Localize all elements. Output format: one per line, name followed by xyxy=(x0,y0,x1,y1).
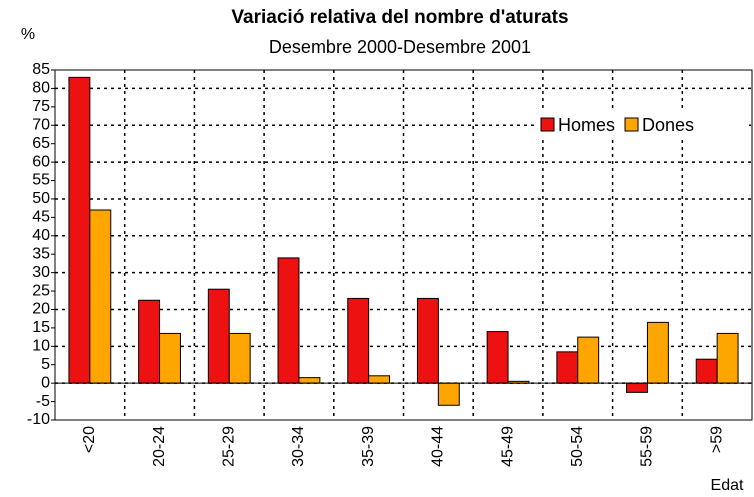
y-tick-label: 0 xyxy=(41,374,50,391)
y-tick-label: -10 xyxy=(27,411,50,428)
y-tick-label: 85 xyxy=(32,61,50,78)
y-tick-label: 50 xyxy=(32,190,50,207)
bar xyxy=(298,377,321,384)
y-tick-label: 35 xyxy=(32,245,50,262)
x-axis-label: Edat xyxy=(711,477,744,494)
bar xyxy=(695,358,718,384)
x-tick-label: 40-44 xyxy=(430,426,447,467)
x-tick-label: 35-39 xyxy=(360,426,377,467)
bar xyxy=(138,299,161,384)
chart-title: Variació relativa del nombre d'aturats xyxy=(231,7,568,28)
y-tick-label: 70 xyxy=(32,116,50,133)
x-tick-label: 50-54 xyxy=(569,426,586,467)
bar xyxy=(416,297,439,384)
y-tick-label: 5 xyxy=(41,356,50,373)
x-tick-label: 20-24 xyxy=(151,426,168,467)
chart-subtitle: Desembre 2000-Desembre 2001 xyxy=(269,37,531,57)
x-tick-label: <20 xyxy=(81,426,98,453)
x-tick-label: 45-49 xyxy=(499,426,516,467)
y-tick-label: 65 xyxy=(32,135,50,152)
bar xyxy=(556,351,579,384)
y-tick-label: 10 xyxy=(32,338,50,355)
bar xyxy=(228,332,251,384)
y-axis-label: % xyxy=(21,26,35,43)
bar xyxy=(368,375,391,384)
legend-label: Homes xyxy=(558,115,615,135)
bar xyxy=(347,297,370,384)
bar xyxy=(577,336,600,384)
x-tick-label: 25-29 xyxy=(220,426,237,467)
bar xyxy=(159,332,181,384)
bar xyxy=(68,76,91,384)
x-tick-label: 30-34 xyxy=(290,426,307,467)
legend-swatch xyxy=(624,117,639,132)
bar xyxy=(89,209,112,384)
plot-area xyxy=(54,69,753,421)
bar xyxy=(716,332,739,384)
x-tick-label: 55-59 xyxy=(639,426,656,467)
legend-swatch xyxy=(540,117,555,132)
legend-label: Dones xyxy=(642,115,694,135)
bar xyxy=(437,382,460,406)
bar xyxy=(486,331,509,384)
y-tick-label: 45 xyxy=(32,209,50,226)
y-tick-label: 80 xyxy=(32,80,50,97)
bar xyxy=(646,321,669,384)
y-tick-label: 25 xyxy=(32,282,50,299)
bar xyxy=(207,288,230,384)
legend xyxy=(535,110,749,140)
bar xyxy=(277,257,300,384)
y-tick-label: 75 xyxy=(32,98,50,115)
y-tick-label: 20 xyxy=(32,301,50,318)
y-tick-label: -5 xyxy=(36,393,50,410)
y-tick-label: 60 xyxy=(32,153,50,170)
y-tick-label: 55 xyxy=(32,172,50,189)
y-tick-label: 30 xyxy=(32,264,50,281)
bar xyxy=(626,382,648,393)
x-tick-label: >59 xyxy=(708,426,725,453)
y-tick-label: 40 xyxy=(32,227,50,244)
y-tick-label: 15 xyxy=(32,319,50,336)
